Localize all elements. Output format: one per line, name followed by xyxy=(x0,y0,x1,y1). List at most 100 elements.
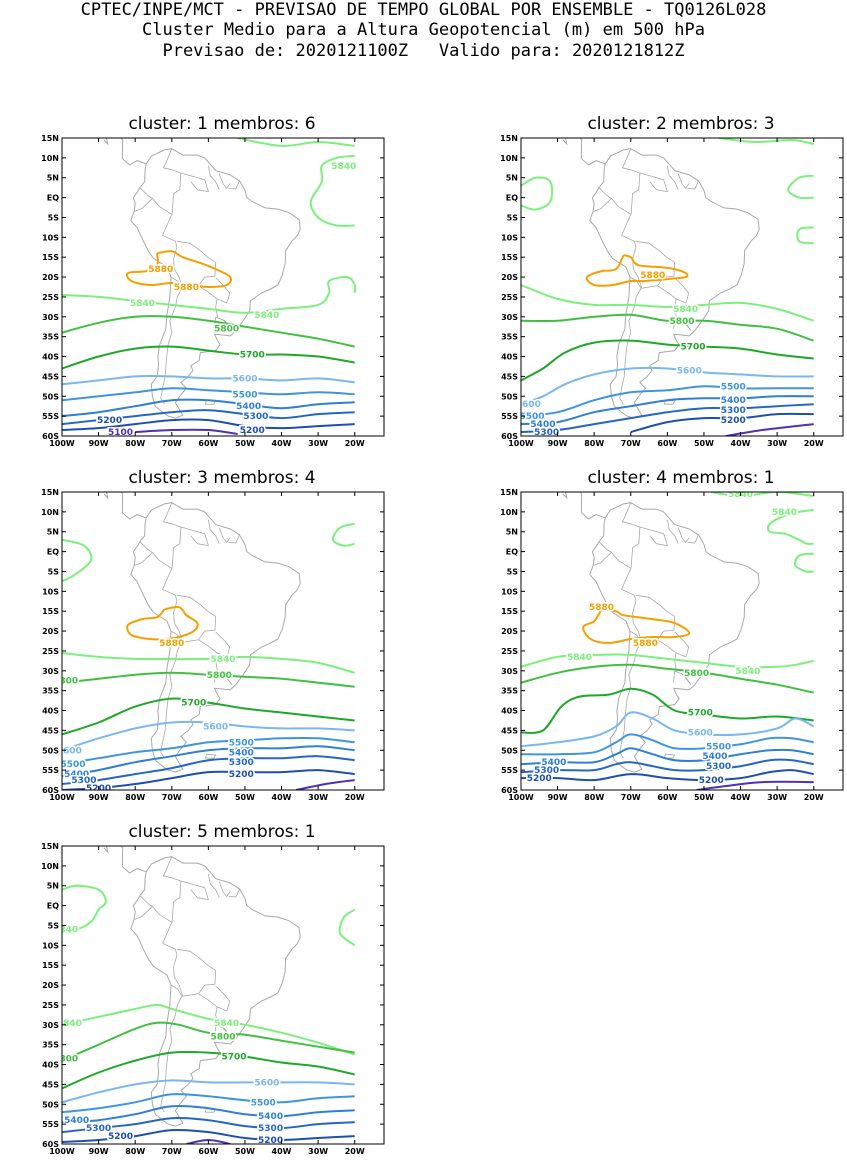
contour-label-5840: 5840 xyxy=(130,299,155,309)
contour-label-5300: 5300 xyxy=(534,428,559,438)
contour-label-5840: 5840 xyxy=(214,1019,239,1029)
contour-label-5200: 5200 xyxy=(240,426,265,436)
central-america-coastline xyxy=(103,492,147,520)
contour-label-5840: 5840 xyxy=(735,667,760,677)
lon-tick-label: 100W xyxy=(49,793,75,802)
lon-tick-label: 30W xyxy=(767,793,787,802)
contour-5840 xyxy=(521,176,554,211)
lon-tick-label: 70W xyxy=(621,439,641,448)
lat-tick-label: EQ xyxy=(47,902,59,911)
map-panel-cluster-4: cluster: 4 membros: 1 5840 5840 5840 5840 58… xyxy=(481,467,847,817)
contour-5200 xyxy=(62,1128,355,1143)
map-panel-cluster-1: cluster: 1 membros: 6 5840 5840 5840 5800 57… xyxy=(22,113,422,463)
lat-tick-label: 10S xyxy=(42,941,59,950)
lon-tick-label: 90W xyxy=(89,439,109,448)
cluster-prefix: cluster: xyxy=(128,114,192,134)
lat-tick-label: 35S xyxy=(42,1041,59,1050)
members-count: 6 xyxy=(304,114,316,134)
lat-tick-label: 15N xyxy=(41,489,59,497)
lat-tick-label: 5S xyxy=(507,567,519,576)
country-border xyxy=(673,316,692,331)
country-border xyxy=(592,187,613,212)
contour-label-5400: 5400 xyxy=(229,748,254,758)
contour-5400 xyxy=(62,398,355,418)
lat-tick-label: 55S xyxy=(42,1120,59,1129)
contour-label-5700: 5700 xyxy=(680,343,705,353)
lon-tick-label: 30W xyxy=(308,793,328,802)
forecast-from-value: 2020121100Z xyxy=(295,41,409,61)
lat-tick-label: 15S xyxy=(42,607,59,616)
lat-tick-label: 55S xyxy=(501,766,518,775)
contour-label-5500: 5500 xyxy=(251,1098,276,1108)
contour-5500 xyxy=(62,387,355,402)
plot-frame xyxy=(520,137,844,437)
lon-tick-label: 40W xyxy=(731,793,751,802)
valid-for-prefix: Valido para: xyxy=(438,41,562,61)
contour-label-5800: 5800 xyxy=(207,671,232,681)
lat-tick-label: EQ xyxy=(47,548,59,557)
lat-tick-label: 10N xyxy=(500,508,518,517)
contour-label-5840: 5840 xyxy=(53,925,78,935)
lat-tick-label: 50S xyxy=(42,392,59,401)
contour-5840 xyxy=(796,226,814,245)
contour-5840 xyxy=(787,174,814,200)
contour-label-5840: 5840 xyxy=(567,653,592,663)
country-border xyxy=(674,652,677,672)
contour-label-5300: 5300 xyxy=(706,762,731,772)
lon-tick-label: 20W xyxy=(345,439,365,448)
lat-tick-label: 5N xyxy=(506,174,518,183)
header-line-2: Cluster Medio para a Altura Geopotencial… xyxy=(142,20,705,40)
country-border xyxy=(208,873,220,898)
lat-tick-label: 10S xyxy=(42,233,59,242)
lon-tick-label: 20W xyxy=(345,793,365,802)
contour-label-5840: 5840 xyxy=(57,1019,82,1029)
contour-label-5880: 5880 xyxy=(640,271,665,281)
contour-5700 xyxy=(62,697,355,736)
country-border xyxy=(667,165,679,190)
country-border xyxy=(198,631,231,658)
lat-tick-label: 40S xyxy=(501,707,518,716)
contour-label-5600: 5600 xyxy=(254,1078,279,1088)
contour-label-5800: 5800 xyxy=(684,669,709,679)
south-america-coastline xyxy=(589,148,760,419)
country-border xyxy=(215,1006,218,1026)
lat-tick-label: 5S xyxy=(48,567,60,576)
lat-tick-label: 25S xyxy=(42,293,59,302)
lat-tick-label: 45S xyxy=(42,726,59,735)
map-svg: 5840584058405840580057005600550054005400… xyxy=(500,489,844,802)
contour-label-5100: 5100 xyxy=(108,428,133,438)
lat-tick-label: 30S xyxy=(42,667,59,676)
lat-tick-label: 10N xyxy=(500,154,518,163)
lat-tick-label: 10S xyxy=(501,233,518,242)
country-border xyxy=(180,880,209,901)
lat-tick-label: 10N xyxy=(41,508,59,517)
contour-label-5300: 5300 xyxy=(86,1124,111,1134)
members-count: 4 xyxy=(304,468,316,488)
contour-5840 xyxy=(62,651,355,674)
contour-5880 xyxy=(585,254,689,287)
contour-5400 xyxy=(521,747,814,766)
panel-title: cluster: 5 membros: 1 xyxy=(22,821,422,843)
contour-label-5300: 5300 xyxy=(258,1124,283,1134)
contour-5840 xyxy=(794,552,814,573)
contour-label-5300: 5300 xyxy=(534,766,559,776)
country-border xyxy=(180,172,209,193)
contour-5800 xyxy=(62,1021,355,1062)
country-border xyxy=(621,148,641,215)
forecast-from-prefix: Previsao de: xyxy=(162,41,286,61)
contour-5600 xyxy=(521,711,815,748)
country-border xyxy=(162,502,182,569)
country-border xyxy=(198,277,231,304)
plot-frame xyxy=(61,845,385,1145)
country-border xyxy=(162,148,182,215)
lon-tick-label: 80W xyxy=(125,1147,145,1156)
contour-5840 xyxy=(62,538,93,583)
contour-label-5200: 5200 xyxy=(721,416,746,426)
country-border xyxy=(133,895,154,920)
contour-label-5840: 5840 xyxy=(772,508,797,518)
map-svg: 5840580057005600560055005500540054005300… xyxy=(500,135,844,448)
contour-5400 xyxy=(521,395,814,426)
contour-label-5880: 5880 xyxy=(148,265,173,275)
lat-tick-label: 35S xyxy=(42,333,59,342)
contour-5200 xyxy=(62,769,355,790)
